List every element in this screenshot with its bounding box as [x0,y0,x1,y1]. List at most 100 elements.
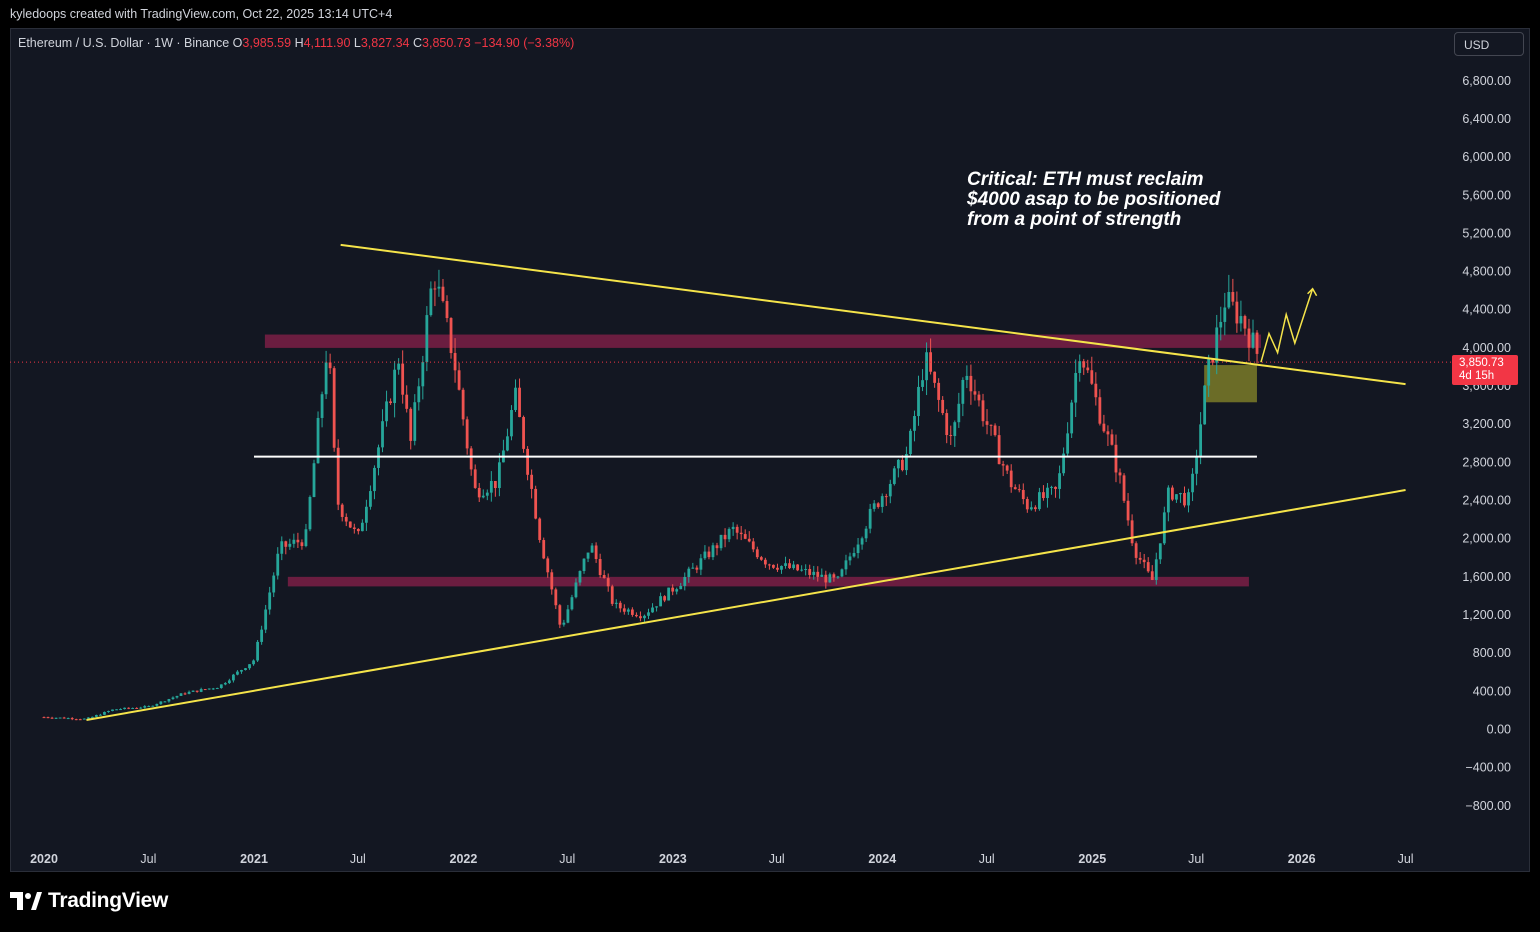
candle-body [159,701,163,704]
candle-body [651,607,654,613]
candle-body [856,544,860,554]
brand-name: TradingView [48,889,169,912]
candle-body [570,597,574,610]
candle-body [352,527,356,529]
candle-body [977,394,981,401]
candle-body [598,559,602,576]
candle-body [308,496,312,530]
candle-body [751,541,755,550]
candle-body [1166,487,1170,513]
candle-body [1227,292,1231,308]
candle-body [195,690,199,692]
candle-body [759,557,763,560]
candle-body [550,572,554,590]
candle-body [381,421,384,448]
candle-body [969,375,973,392]
y-tick-label: 3,200.00 [1462,417,1511,431]
candle-body [393,369,397,404]
candle-body [312,463,316,497]
candle-body [143,706,147,708]
tradingview-logo[interactable]: TradingView [10,889,168,913]
candle-body [731,526,735,530]
candle-body [989,424,993,426]
candle-body [896,459,900,469]
x-tick-label: Jul [140,852,156,866]
candle-body [1199,424,1203,457]
candle-body [965,375,969,380]
y-tick-label: 2,000.00 [1462,532,1511,546]
candle-body [385,401,388,422]
candle-body [58,717,62,719]
candle-body [820,574,824,577]
candle-body [232,674,235,681]
candle-body [630,609,634,615]
candle-body [614,602,618,604]
candle-body [481,495,485,498]
candle-body [401,363,405,395]
candle-body [344,516,348,522]
candle-body [905,454,908,471]
candle-body [1114,444,1118,473]
candle-body [772,564,775,568]
candle-body [522,417,525,449]
candle-body [973,391,977,395]
x-tick-label: 2025 [1078,852,1106,866]
candle-body [86,717,90,719]
candle-body [252,660,255,665]
chart-pane[interactable] [10,28,1530,872]
candle-body [348,521,352,528]
candle-body [659,596,662,607]
candle-body [816,571,820,577]
candle-body [1054,486,1057,489]
candle-body [699,558,703,570]
candle-body [199,689,203,692]
y-tick-label: 1,200.00 [1462,608,1511,622]
y-tick-label: 1,600.00 [1462,570,1511,584]
candle-body [1070,402,1074,434]
candle-body [461,389,465,420]
footer [0,872,1540,932]
candle-body [1203,385,1207,425]
candle-body [546,558,550,573]
candle-body [534,488,538,519]
candle-body [1175,494,1178,500]
candle-body [707,551,711,558]
candle-body [836,576,840,578]
symbol-label: Ethereum / U.S. Dollar · 1W · Binance [18,36,230,50]
candle-body [1001,464,1005,466]
candle-body [715,545,719,549]
candle-body [578,571,582,583]
candle-body [272,575,276,593]
candle-body [240,670,243,672]
candle-body [558,605,562,625]
y-tick-label: 4,400.00 [1462,303,1511,317]
candle-body [445,301,449,319]
resistance-zone [264,334,1261,348]
candle-body [937,382,941,400]
candle-body [1106,431,1110,435]
y-tick-label: −400.00 [1465,761,1511,775]
candle-body [594,545,598,560]
annotation-text[interactable]: Critical: ETH must reclaim $4000 asap to… [967,169,1221,230]
candle-body [755,549,759,558]
candle-body [70,718,74,720]
candle-body [804,568,808,570]
candle-body [1118,472,1122,476]
candle-body [957,403,961,423]
candle-body [139,707,143,709]
trendline [86,489,1406,721]
candle-body [530,474,534,489]
candle-body [1042,492,1045,499]
candle-body [1243,316,1247,329]
candle-body [1162,512,1166,544]
candle-body [1235,301,1239,324]
currency-button[interactable]: USD [1454,32,1524,56]
y-tick-label: 6,800.00 [1462,74,1511,88]
candle-body [909,430,912,455]
candle-body [727,529,731,540]
candle-body [1195,456,1198,474]
candle-body [876,503,880,507]
candle-body [860,538,864,545]
candle-body [135,707,139,709]
